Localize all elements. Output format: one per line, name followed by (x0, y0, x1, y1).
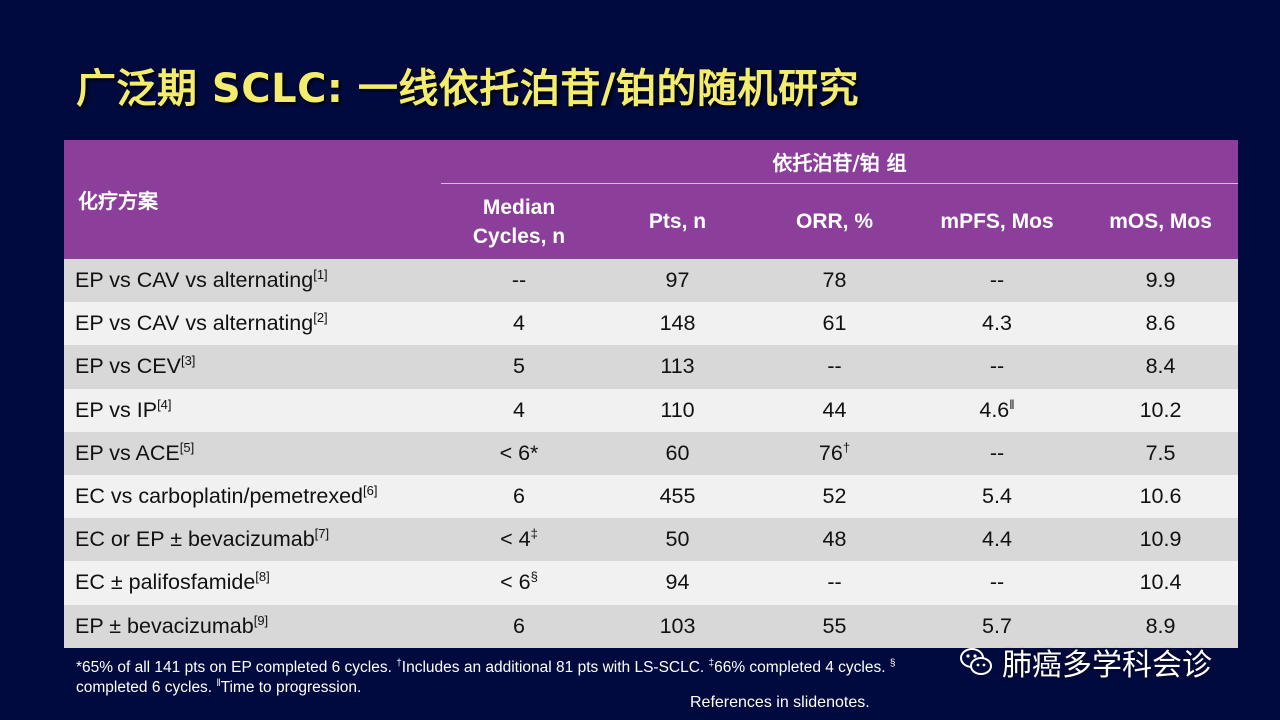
regimen-cell: EP vs CAV vs alternating[1] (64, 259, 441, 303)
orr-cell: -- (758, 345, 911, 389)
pts-header: Pts, n (597, 183, 758, 259)
table-row: EP vs IP[4] 4 110 44 4.6ǁ 10.2 (64, 388, 1239, 432)
group-header: 依托泊苷/铂 组 (441, 140, 1239, 184)
regimen-cell: EC or EP ± bevacizumab[7] (64, 518, 441, 562)
regimen-cell: EP vs CEV[3] (64, 345, 441, 389)
pts-cell: 103 (597, 604, 758, 648)
footnote-text: Includes an additional 81 pts with LS-SC… (401, 659, 709, 676)
references-note: References in slidenotes. (690, 694, 870, 711)
mpfs-cell: -- (911, 561, 1083, 605)
mos-cell: 10.9 (1083, 518, 1239, 562)
footnote-mark: ‡ (708, 658, 715, 669)
mpfs-cell: -- (911, 431, 1083, 475)
footnote-mark: ǁ (216, 678, 221, 689)
median-cycles-cell: < 6§ (441, 561, 597, 605)
orr-cell: 78 (758, 259, 911, 303)
mos-cell: 10.2 (1083, 388, 1239, 432)
pts-cell: 60 (597, 431, 758, 475)
median-cycles-cell: -- (441, 259, 597, 303)
mos-cell: 8.6 (1083, 302, 1239, 346)
regimen-cell: EP vs CAV vs alternating[2] (64, 302, 441, 346)
watermark: 肺癌多学科会诊 (958, 640, 1212, 684)
mpfs-cell: 4.6ǁ (911, 388, 1083, 432)
footnote-text: *65% of all 141 pts on EP completed 6 cy… (76, 659, 397, 676)
table-row: EC ± palifosfamide[8] < 6§ 94 -- -- 10.4 (64, 561, 1239, 605)
mpfs-cell: -- (911, 259, 1083, 303)
median-cycles-cell: < 4‡ (441, 518, 597, 562)
median-cycles-cell: 6 (441, 474, 597, 519)
pts-cell: 113 (597, 345, 758, 389)
footnote-mark: § (889, 658, 896, 669)
pts-cell: 50 (597, 518, 758, 562)
pts-cell: 97 (597, 259, 758, 303)
table-header: 化疗方案 依托泊苷/铂 组 Median Cycles, n Pts, n OR… (64, 140, 1239, 259)
mos-cell: 9.9 (1083, 259, 1239, 303)
table-body: EP vs CAV vs alternating[1] -- 97 78 -- 9.9 EP… (64, 259, 1239, 648)
watermark-text: 肺癌多学科会诊 (1002, 648, 1212, 683)
mos-cell: 8.9 (1083, 604, 1239, 648)
mpfs-cell: 4.3 (911, 302, 1083, 346)
orr-cell: 52 (758, 474, 911, 519)
orr-cell: 76† (758, 431, 911, 475)
mos-header: mOS, Mos (1083, 183, 1239, 259)
median-cycles-cell: 5 (441, 345, 597, 389)
regimen-cell: EP vs ACE[5] (64, 431, 441, 475)
footnote-text: 66% completed 4 cycles. (714, 659, 890, 676)
mos-cell: 10.6 (1083, 474, 1239, 519)
mos-cell: 8.4 (1083, 345, 1239, 389)
table-row: EP vs CAV vs alternating[1] -- 97 78 -- 9.9 (64, 259, 1239, 303)
median-cycles-cell: 4 (441, 302, 597, 346)
table-row: EP vs ACE[5] < 6* 60 76† -- 7.5 (64, 431, 1239, 475)
regimen-header-label: 化疗方案 (78, 189, 158, 213)
mpfs-cell: -- (911, 345, 1083, 389)
footnote-text: completed 6 cycles. (76, 679, 217, 696)
pts-cell: 455 (597, 474, 758, 519)
median-cycles-cell: 4 (441, 388, 597, 432)
footnote-mark: † (396, 658, 402, 669)
mpfs-cell: 5.7 (911, 604, 1083, 648)
pts-cell: 110 (597, 388, 758, 432)
orr-cell: 48 (758, 518, 911, 562)
mpfs-cell: 5.4 (911, 474, 1083, 519)
median-cycles-cell: < 6* (441, 431, 597, 475)
slide-title: 广泛期 SCLC: 一线依托泊苷/铂的随机研究 (76, 66, 859, 112)
pts-cell: 148 (597, 302, 758, 346)
orr-cell: -- (758, 561, 911, 605)
pts-cell: 94 (597, 561, 758, 605)
wechat-icon (960, 648, 992, 675)
regimen-column-header: 化疗方案 (64, 140, 441, 259)
mpfs-cell: 4.4 (911, 518, 1083, 562)
footnote: *65% of all 141 pts on EP completed 6 cy… (76, 658, 1256, 698)
table-row: EP vs CEV[3] 5 113 -- -- 8.4 (64, 345, 1239, 389)
median-cycles-header: Median Cycles, n (441, 183, 597, 259)
median-cycles-cell: 6 (441, 604, 597, 648)
regimen-cell: EC vs carboplatin/pemetrexed[6] (64, 474, 441, 519)
orr-cell: 44 (758, 388, 911, 432)
regimen-cell: EP ± bevacizumab[9] (64, 604, 441, 648)
table-row: EP ± bevacizumab[9] 6 103 55 5.7 8.9 (64, 604, 1239, 648)
orr-cell: 61 (758, 302, 911, 346)
table-row: EP vs CAV vs alternating[2] 4 148 61 4.3 8.6 (64, 302, 1239, 346)
mpfs-header: mPFS, Mos (911, 183, 1083, 259)
table-row: EC vs carboplatin/pemetrexed[6] 6 455 52 5.4… (64, 474, 1239, 519)
table-row: EC or EP ± bevacizumab[7] < 4‡ 50 48 4.4 10.9 (64, 518, 1239, 562)
mos-cell: 7.5 (1083, 431, 1239, 475)
regimen-cell: EP vs IP[4] (64, 388, 441, 432)
orr-header: ORR, % (758, 183, 911, 259)
footnote-text: Time to progression. (220, 679, 362, 696)
regimen-cell: EC ± palifosfamide[8] (64, 561, 441, 605)
study-table: 化疗方案 依托泊苷/铂 组 Median Cycles, n Pts, n OR… (64, 140, 1239, 648)
orr-cell: 55 (758, 604, 911, 648)
mos-cell: 10.4 (1083, 561, 1239, 605)
